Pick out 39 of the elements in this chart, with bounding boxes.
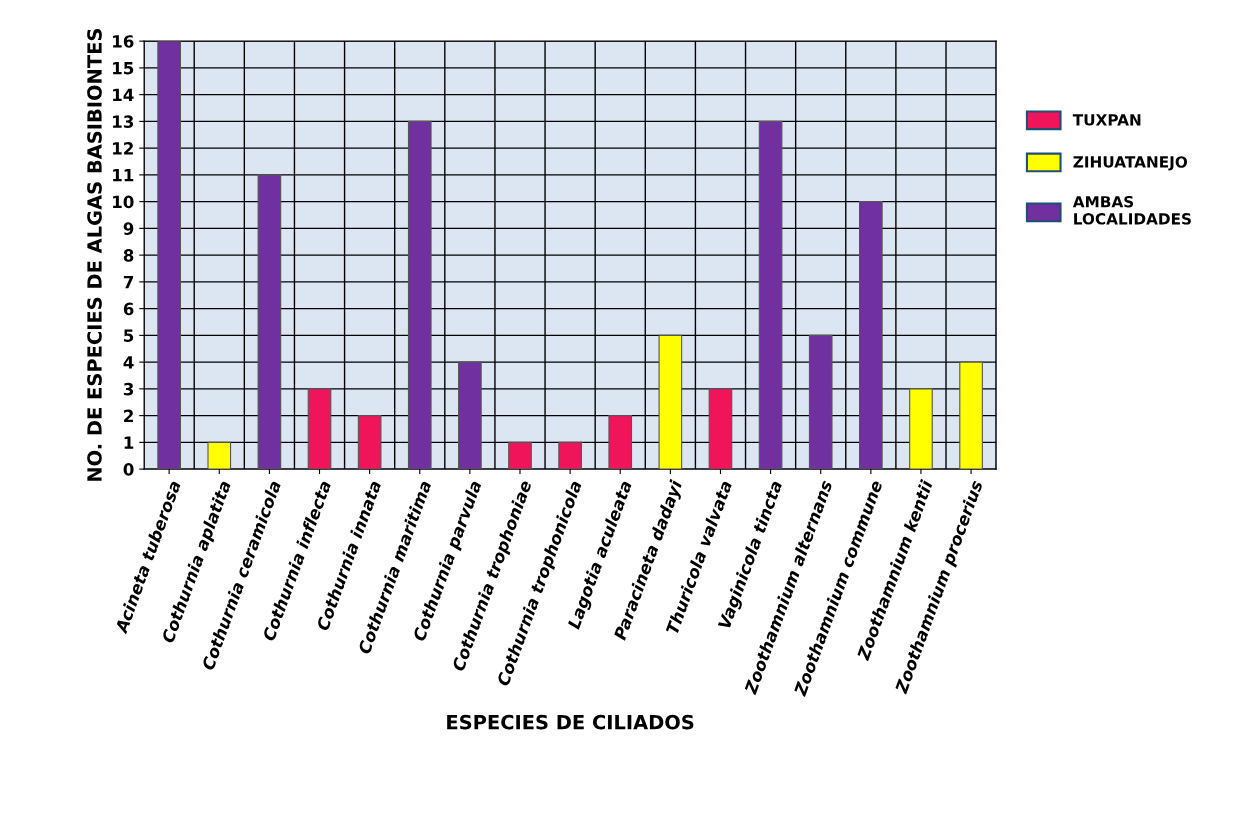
legend-label: ZIHUATANEJO (1073, 156, 1188, 171)
bar (508, 441, 532, 470)
bar (357, 415, 382, 470)
y-tick-label: 12 (113, 142, 133, 155)
y-tick-label: 2 (124, 409, 133, 422)
bar (157, 41, 181, 470)
y-tick-label: 9 (123, 222, 134, 235)
y-tick-label: 1 (124, 436, 134, 449)
bar (307, 388, 332, 470)
bar (808, 334, 833, 470)
bar (658, 334, 683, 470)
y-tick-label: 3 (123, 382, 134, 396)
y-tick-label: 5 (124, 329, 134, 342)
y-tick-label: 8 (123, 249, 134, 262)
y-tick-label: 16 (113, 35, 134, 48)
y-axis-title: NO. DE ESPECIES DE ALGAS BASIBIONTES (87, 29, 102, 481)
bar (708, 388, 733, 470)
bar (257, 174, 282, 470)
y-tick-label: 4 (123, 356, 134, 369)
bar (959, 361, 983, 470)
y-tick-label: 15 (113, 62, 134, 75)
y-tick-label: 0 (123, 463, 134, 476)
x-axis-title: ESPECIES DE CILIADOS (447, 714, 694, 730)
y-tick-label: 7 (123, 276, 134, 289)
bar (458, 361, 482, 470)
y-tick-label: 14 (113, 88, 134, 101)
bar (207, 441, 232, 470)
y-tick-label: 6 (123, 302, 134, 316)
legend-label: TUXPAN (1072, 114, 1141, 126)
y-tick-label: 11 (113, 169, 134, 182)
y-tick-label: 10 (113, 195, 134, 209)
bar (859, 201, 883, 470)
legend-label: AMBAS LOCALIDADES (1072, 195, 1191, 225)
y-tick-label: 13 (113, 115, 134, 128)
bar (608, 415, 633, 470)
bar (407, 120, 432, 470)
bar (758, 120, 783, 470)
bar (909, 388, 933, 470)
bar (558, 441, 582, 470)
